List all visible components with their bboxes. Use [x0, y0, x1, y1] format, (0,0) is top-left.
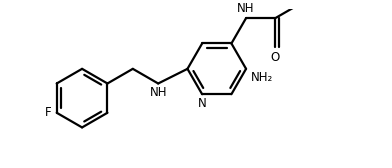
Text: F: F	[45, 106, 51, 119]
Text: O: O	[271, 51, 280, 65]
Text: NH: NH	[149, 86, 167, 98]
Text: N: N	[198, 97, 207, 111]
Text: NH₂: NH₂	[251, 71, 273, 84]
Text: NH: NH	[237, 2, 255, 15]
